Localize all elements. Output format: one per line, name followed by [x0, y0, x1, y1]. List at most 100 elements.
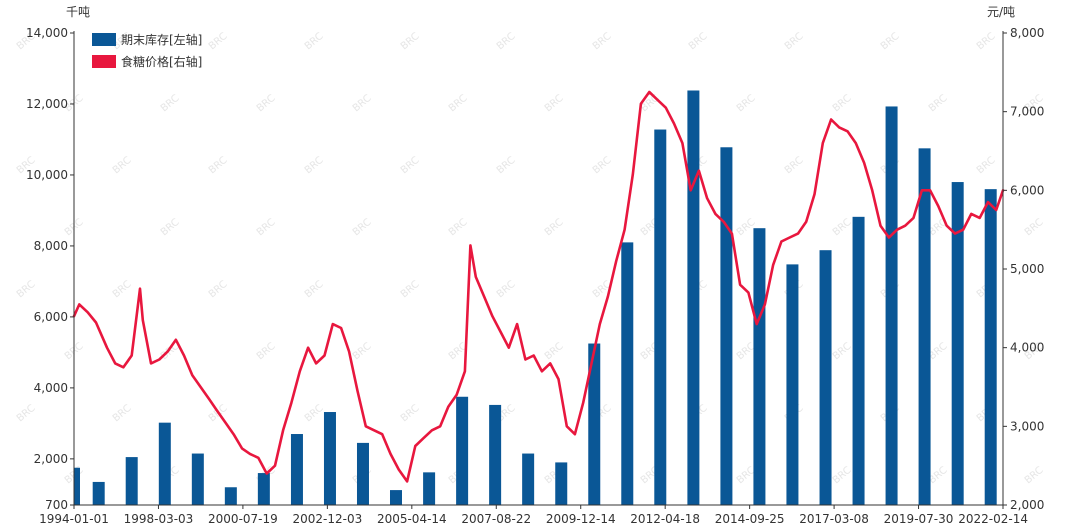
bar — [951, 182, 964, 506]
watermark: BRC — [1023, 217, 1046, 238]
price-line — [72, 90, 1005, 483]
left-tick-label: 10,000 — [26, 168, 68, 182]
x-tick-label: 1994-01-01 — [39, 512, 109, 526]
watermark: BRC — [495, 31, 518, 52]
watermark: BRC — [975, 31, 998, 52]
bar — [984, 189, 997, 505]
bar — [356, 442, 369, 505]
right-tick-label: 3,000 — [1010, 419, 1044, 433]
right-tick-label: 2,000 — [1010, 498, 1044, 512]
watermark: BRC — [399, 403, 422, 424]
watermark: BRC — [207, 155, 230, 176]
bar — [191, 453, 204, 505]
left-tick-label: 8,000 — [34, 239, 68, 253]
bar — [323, 412, 336, 505]
bar — [224, 487, 237, 505]
left-tick-label: 2,000 — [34, 452, 68, 466]
bar-series — [74, 90, 997, 506]
x-tick-label: 2002-12-03 — [292, 512, 362, 526]
bar — [654, 129, 667, 505]
watermark: BRC — [447, 217, 470, 238]
bar — [290, 434, 303, 505]
watermark: BRC — [1023, 465, 1046, 486]
bar — [852, 216, 865, 505]
right-tick-label: 5,000 — [1010, 262, 1044, 276]
watermark: BRC — [975, 155, 998, 176]
watermark: BRC — [303, 155, 326, 176]
watermark: BRC — [351, 93, 374, 114]
watermark: BRC — [543, 217, 566, 238]
bar — [257, 473, 270, 505]
watermark: BRC — [303, 31, 326, 52]
watermark: BRC — [255, 93, 278, 114]
watermark: BRC — [351, 341, 374, 362]
watermark: BRC — [831, 341, 854, 362]
legend-label-line: 食糖价格[右轴] — [121, 54, 202, 69]
x-tick-label: 2019-07-30 — [884, 512, 954, 526]
watermark: BRC — [303, 279, 326, 300]
left-tick-label: 700 — [45, 498, 68, 512]
watermark: BRC — [207, 31, 230, 52]
right-tick-label: 8,000 — [1010, 26, 1044, 40]
watermark: BRC — [687, 31, 710, 52]
watermark: BRC — [495, 155, 518, 176]
watermark: BRC — [207, 279, 230, 300]
watermark: BRC — [543, 341, 566, 362]
bar — [92, 481, 105, 505]
legend-swatch-bar — [92, 33, 116, 46]
x-tick-label: 2017-03-08 — [799, 512, 869, 526]
bar — [885, 106, 898, 505]
bar — [158, 422, 171, 505]
bar — [423, 472, 436, 505]
bar — [389, 490, 402, 505]
bar — [522, 453, 535, 505]
bar — [456, 396, 469, 505]
x-tick-label: 2000-07-19 — [208, 512, 278, 526]
left-tick-label: 14,000 — [26, 26, 68, 40]
bar — [786, 264, 799, 505]
x-tick-label: 2022-02-14 — [958, 512, 1028, 526]
legend-label-bar: 期末库存[左轴] — [121, 32, 202, 47]
x-tick-label: 1998-03-03 — [124, 512, 194, 526]
watermark: BRC — [351, 217, 374, 238]
watermark: BRC — [831, 93, 854, 114]
watermark: BRC — [927, 93, 950, 114]
legend: 期末库存[左轴] 食糖价格[右轴] — [92, 32, 202, 69]
x-tick-label: 2005-04-14 — [377, 512, 447, 526]
bar — [588, 343, 601, 505]
bar — [555, 462, 568, 505]
bar — [918, 148, 931, 505]
watermark: BRC — [111, 155, 134, 176]
legend-swatch-line — [92, 55, 116, 68]
bar — [819, 250, 832, 505]
bar — [720, 147, 733, 505]
watermark: BRC — [591, 155, 614, 176]
x-tick-label: 2007-08-22 — [461, 512, 531, 526]
right-tick-label: 6,000 — [1010, 183, 1044, 197]
left-tick-label: 4,000 — [34, 381, 68, 395]
watermark: BRC — [831, 465, 854, 486]
watermark: BRC — [543, 93, 566, 114]
right-tick-label: 7,000 — [1010, 105, 1044, 119]
right-axis-unit: 元/吨 — [987, 5, 1015, 19]
x-tick-label: 2012-04-18 — [630, 512, 700, 526]
bar — [687, 90, 700, 505]
watermark: BRC — [111, 279, 134, 300]
watermark: BRC — [15, 279, 38, 300]
bar — [489, 404, 502, 505]
left-tick-label: 6,000 — [34, 310, 68, 324]
bar — [621, 242, 634, 505]
right-tick-label: 4,000 — [1010, 341, 1044, 355]
watermark: BRC — [159, 93, 182, 114]
watermark: BRC — [591, 31, 614, 52]
watermark: BRC — [15, 403, 38, 424]
watermark: BRC — [255, 217, 278, 238]
watermark: BRC — [831, 217, 854, 238]
line-series — [72, 90, 1005, 483]
watermark: BRC — [303, 403, 326, 424]
watermark: BRC — [447, 93, 470, 114]
bar — [753, 228, 766, 505]
watermark: BRC — [111, 403, 134, 424]
watermark: BRC — [399, 31, 422, 52]
